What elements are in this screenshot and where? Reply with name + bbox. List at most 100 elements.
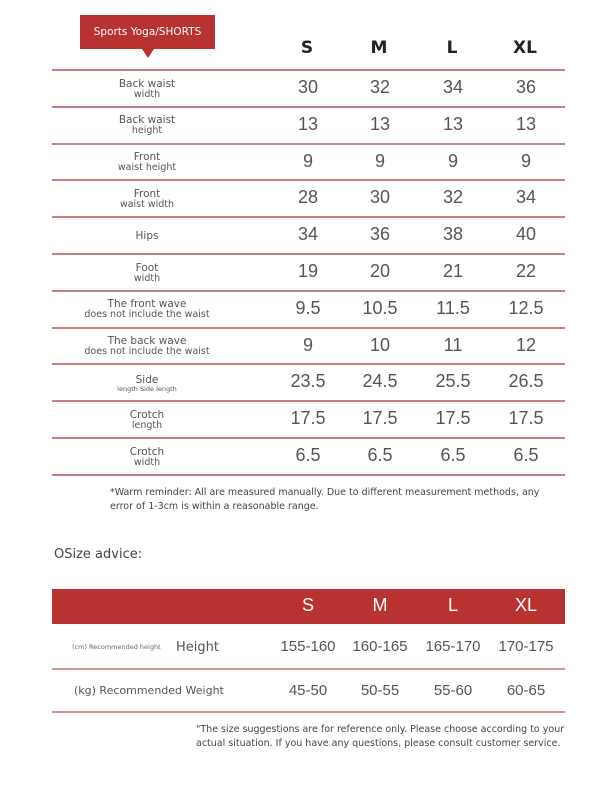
table-row: The back wave does not include the waist 9…	[52, 326, 565, 365]
cell-s: 28	[297, 187, 319, 208]
row-label: Side length Side length	[52, 365, 242, 401]
cell-xl: 22	[515, 261, 537, 281]
size-header-l: L	[446, 38, 458, 58]
cell-l: 13	[442, 113, 464, 134]
weight-xl: 60-65	[506, 682, 546, 699]
cell-xl: 9	[520, 150, 531, 171]
advice-note: "The size suggestions are for reference …	[196, 724, 565, 749]
cell-xl: 40	[515, 224, 537, 245]
cell-s: 13	[297, 113, 319, 134]
cell-xl: 13	[515, 113, 537, 134]
cell-m: 10.5	[362, 297, 398, 318]
row-label-line2: waist width	[119, 198, 175, 210]
cell-m: 24.5	[362, 371, 398, 392]
height-l: 165-170	[425, 638, 481, 655]
height-s: 155-160	[280, 638, 336, 655]
size-header-s: S	[300, 38, 314, 58]
cell-s: 9.5	[295, 297, 321, 318]
cell-l: 6.5	[440, 445, 466, 465]
row-label-line2: does not include the waist	[84, 309, 210, 321]
cell-xl: 26.5	[508, 371, 544, 392]
size-advice-title: OSize advice:	[54, 547, 143, 562]
cell-m: 36	[369, 224, 391, 245]
cell-s: 34	[297, 224, 319, 245]
table-row: Front waist height 9 9 9 9	[52, 142, 565, 181]
cell-l: 21	[442, 261, 464, 281]
row-label: Crotch length	[52, 402, 242, 438]
row-label: Crotch width	[52, 439, 242, 475]
cell-l: 32	[442, 187, 464, 208]
row-label: Front waist width	[52, 181, 242, 217]
row-label-line1: Front	[133, 151, 161, 164]
row-label: Foot width	[52, 255, 242, 291]
height-m: 160-165	[352, 638, 408, 655]
cell-l: 34	[442, 77, 464, 97]
cell-xl: 36	[515, 77, 537, 97]
row-label: The back wave does not include the waist	[52, 329, 242, 365]
cell-l: 11.5	[436, 297, 470, 318]
row-label-line1: Foot	[135, 261, 159, 274]
size-header-m: M	[370, 38, 388, 58]
row-label-line1: Side	[135, 373, 159, 386]
table-row: Crotch length 17.5 17.5 17.5 17.5	[52, 400, 565, 438]
row-label: Front waist height	[52, 145, 242, 181]
advice-header-band: S M L XL	[52, 589, 565, 624]
advice-weight-row: (kg) Recommended Weight 45-50 50-55 55-6…	[52, 668, 565, 713]
cell-xl: 34	[515, 187, 537, 208]
row-label: Hips	[52, 218, 242, 254]
cell-m: 32	[369, 77, 391, 97]
table-row: Foot width 19 20 21 22	[52, 253, 565, 291]
cell-s: 17.5	[290, 408, 326, 429]
row-label: Back waist height	[52, 108, 242, 144]
row-label-line2: width	[133, 88, 161, 100]
cell-l: 17.5	[435, 408, 471, 429]
cell-m: 6.5	[367, 445, 393, 465]
cell-m: 17.5	[362, 408, 398, 429]
cell-s: 23.5	[290, 371, 326, 392]
cell-s: 9	[302, 150, 313, 171]
cell-m: 20	[369, 261, 391, 281]
advice-size-xl: XL	[514, 595, 538, 615]
product-title-tag: Sports Yoga/SHORTS	[80, 15, 215, 58]
row-label-line2: length	[131, 419, 163, 431]
table-row: Back waist width 30 32 34 36	[52, 69, 565, 107]
row-label-line1: The front wave	[107, 298, 187, 311]
weight-l: 55-60	[433, 682, 473, 699]
cell-xl: 12	[515, 334, 537, 355]
cell-s: 6.5	[295, 445, 321, 465]
row-label: The front wave does not include the waist	[52, 292, 242, 328]
cell-m: 9	[374, 150, 385, 171]
table-row: The front wave does not include the waist…	[52, 289, 565, 328]
cell-s: 30	[297, 77, 319, 97]
row-label-line2: waist height	[117, 162, 177, 174]
row-label-line2: does not include the waist	[84, 346, 210, 358]
advice-size-m: M	[372, 595, 388, 615]
row-label-line2: height	[131, 125, 163, 137]
row-label-line1: Crotch	[129, 408, 165, 421]
row-label-line1: Back waist	[118, 77, 176, 90]
row-label-line2: width	[133, 456, 161, 468]
cell-l: 38	[442, 224, 464, 245]
cell-xl: 12.5	[508, 297, 544, 318]
cell-m: 10	[369, 334, 391, 355]
row-label-line1: Hips	[135, 230, 159, 243]
cell-xl: 17.5	[508, 408, 544, 429]
row-label: Back waist width	[52, 71, 242, 107]
size-header-xl: XL	[513, 38, 537, 58]
row-label-line1: Back waist	[118, 114, 176, 127]
height-small-label: (cm) Recommended height	[72, 643, 161, 651]
table-bottom-rule	[52, 474, 565, 476]
height-label: Height	[176, 640, 219, 655]
advice-size-l: L	[447, 595, 458, 615]
warm-reminder: *Warm reminder: All are measured manuall…	[110, 487, 540, 512]
table-row: Crotch width 6.5 6.5 6.5 6.5	[52, 437, 565, 475]
table-row: Hips 34 36 38 40	[52, 216, 565, 254]
advice-height-row: (cm) Recommended height Height 155-160 1…	[52, 624, 565, 670]
advice-size-s: S	[301, 595, 314, 615]
cell-xl: 6.5	[513, 445, 539, 465]
cell-s: 9	[302, 334, 313, 355]
weight-label: (kg) Recommended Weight	[74, 684, 224, 697]
row-label-line1: Crotch	[129, 445, 165, 458]
row-label-line1: The back wave	[107, 335, 187, 348]
